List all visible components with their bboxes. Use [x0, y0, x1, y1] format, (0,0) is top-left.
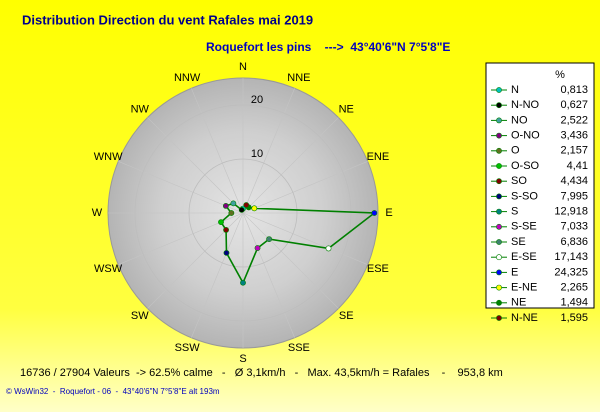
spoke — [242, 161, 368, 214]
legend-value: 1,595 — [560, 312, 588, 324]
legend-label: N-NE — [511, 312, 538, 324]
chart-title: Distribution Direction du vent Rafales m… — [22, 12, 313, 27]
legend-label: SO — [511, 175, 527, 187]
direction-label: WSW — [94, 263, 123, 275]
grid-ring — [134, 104, 352, 322]
legend-marker — [496, 254, 502, 261]
direction-label: SE — [339, 310, 354, 322]
legend-value: 2,522 — [560, 114, 588, 126]
legend-label: N — [511, 84, 519, 96]
legend-label: O-NO — [511, 130, 540, 142]
legend-value: 4,434 — [560, 175, 588, 187]
spoke — [242, 212, 295, 338]
spoke — [191, 88, 244, 214]
legend-marker — [496, 102, 502, 109]
r-tick-label: 20 — [251, 94, 263, 106]
legend-label: NO — [511, 114, 528, 126]
credit: © WsWin32 - Roquefort - 06 - 43°40'6"N 7… — [6, 387, 220, 396]
legend-value: 7,995 — [560, 190, 588, 202]
legend-value: 2,157 — [560, 145, 588, 157]
legend-marker — [496, 208, 502, 215]
direction-label: ENE — [367, 151, 390, 163]
data-point — [230, 200, 237, 207]
legend-label: O — [511, 145, 520, 157]
data-point — [251, 205, 258, 212]
direction-label: NE — [339, 104, 354, 116]
legend-marker — [496, 87, 502, 93]
legend-marker — [496, 299, 502, 306]
chart-subtitle: Roquefort les pins ---> 43°40'6"N 7°5'8"… — [206, 40, 450, 54]
direction-label: E — [385, 207, 392, 219]
data-point — [223, 227, 229, 233]
direction-label: N — [239, 61, 247, 73]
spoke — [118, 161, 244, 214]
grid-ring — [188, 158, 298, 268]
r-tick-label: 10 — [251, 148, 263, 160]
direction-label: NNE — [287, 72, 310, 84]
legend-label: NE — [511, 297, 526, 309]
legend-label: SE — [511, 236, 526, 248]
legend-box — [485, 62, 595, 309]
direction-label: S — [239, 353, 246, 365]
legend-value: 0,813 — [560, 84, 588, 96]
legend-label: E-NE — [511, 282, 537, 294]
legend-value: 24,325 — [554, 266, 588, 278]
legend-value: 17,143 — [554, 251, 588, 263]
data-point — [223, 249, 230, 256]
legend-value: 0,627 — [560, 99, 588, 111]
legend-label: E — [511, 266, 518, 278]
legend-marker — [496, 147, 502, 154]
data-point — [228, 210, 235, 216]
legend-header: % — [555, 69, 565, 81]
legend-marker — [496, 178, 502, 185]
data-point — [266, 236, 273, 243]
direction-label: NNW — [174, 72, 201, 84]
legend-label: S-SE — [511, 221, 537, 233]
legend-value: 3,436 — [560, 130, 588, 142]
direction-label: ESE — [367, 263, 389, 275]
footer: 16736 / 27904 Valeurs -> 62.5% calme - Ø… — [20, 367, 503, 379]
data-point — [218, 219, 224, 226]
legend-label: E-SE — [511, 251, 537, 263]
legend-value: 2,265 — [560, 282, 588, 294]
legend-marker — [496, 239, 502, 245]
data-point — [243, 202, 250, 208]
direction-label: WNW — [94, 151, 123, 163]
spoke — [242, 212, 368, 265]
legend-value: 1,494 — [560, 297, 588, 309]
spoke — [242, 117, 339, 214]
legend-value: 6,836 — [560, 236, 588, 248]
direction-label: SW — [131, 310, 149, 322]
direction-label: SSW — [175, 342, 201, 354]
legend-label: N-NO — [511, 99, 540, 111]
spoke — [147, 117, 244, 214]
direction-label: W — [92, 207, 103, 219]
data-point — [325, 245, 332, 252]
legend-marker — [496, 315, 502, 321]
direction-label: SSE — [288, 342, 310, 354]
legend-marker — [496, 269, 502, 276]
legend-value: 7,033 — [560, 221, 588, 233]
legend-value: 12,918 — [554, 206, 588, 218]
legend-marker — [496, 223, 502, 230]
data-point — [371, 210, 378, 216]
legend-label: S-SO — [511, 190, 538, 202]
spoke — [191, 212, 244, 338]
legend-label: S — [511, 206, 518, 218]
legend-label: O-SO — [511, 160, 540, 172]
data-point — [222, 202, 229, 209]
direction-label: NW — [131, 104, 150, 116]
data-point — [240, 279, 246, 286]
data-point — [238, 206, 245, 213]
legend-marker — [496, 163, 502, 169]
legend-marker — [496, 117, 502, 124]
spoke — [242, 88, 295, 214]
spoke — [242, 212, 339, 309]
legend-marker — [496, 132, 502, 139]
data-point — [254, 245, 261, 251]
legend-marker — [496, 284, 502, 291]
legend-value: 4,41 — [567, 160, 588, 172]
legend-marker — [496, 193, 502, 200]
